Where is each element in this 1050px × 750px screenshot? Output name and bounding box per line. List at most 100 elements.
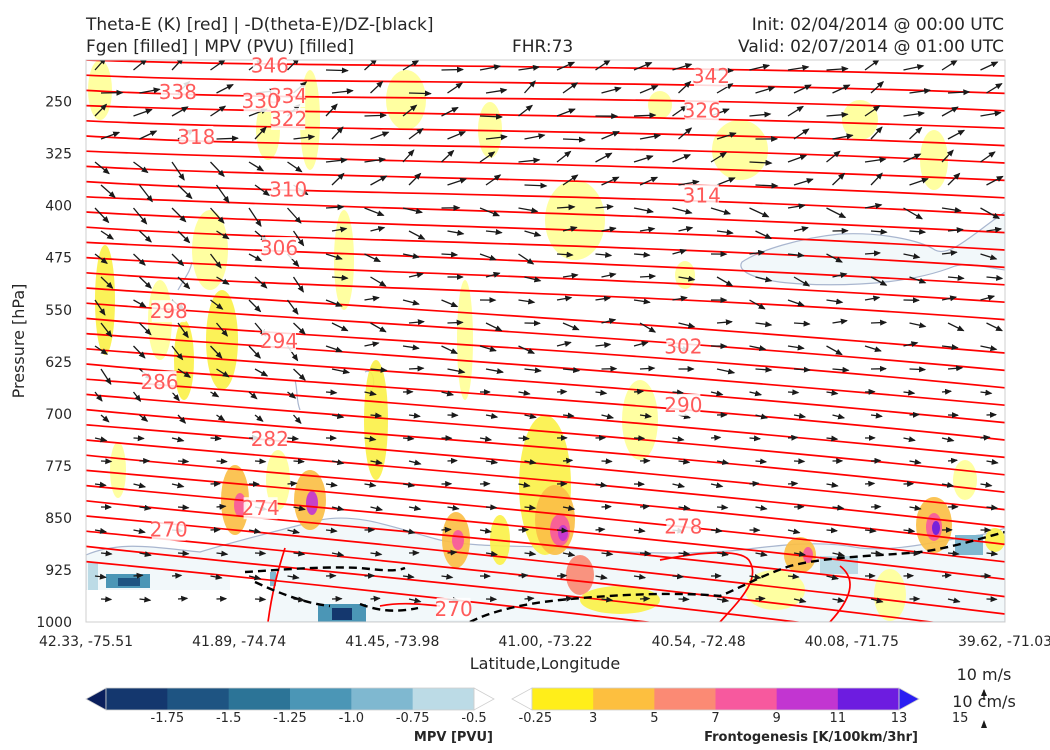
wind-vector [870,172,883,186]
wind-vector [364,390,377,397]
wind-vector [870,597,884,604]
wind-vector [479,253,497,261]
y-tick-label: 475 [45,251,72,267]
theta-e-contour [86,393,1005,476]
wind-vector [479,207,501,217]
wind-vector [210,391,220,398]
wind-vector [447,504,460,511]
wind-vector [402,149,415,163]
wind-vector [909,276,927,284]
wind-vector [633,527,646,534]
ddz-contour-4 [359,602,419,612]
wind-vector [139,130,158,140]
wind-vector [325,67,349,74]
wind-vector [370,366,388,373]
wind-vector [479,151,496,163]
wind-vector [755,504,768,511]
wind-vector [947,365,964,372]
y-tick-labels: 250 325 400 475 550 625 700 775 850 925 1000 [36,95,72,631]
fgen-cell [334,210,354,310]
wind-vector [408,459,422,466]
colorbar-label: 9 [773,711,781,726]
wind-vector [562,174,579,186]
wind-vector [293,134,316,141]
wind-vector [562,272,579,279]
wind-vector [787,252,805,258]
wind-vector [177,595,189,602]
wind-vector [601,503,612,510]
mpv-colorbar-swatches [85,687,495,711]
wind-vector [678,127,693,140]
wind-vector [171,161,185,181]
fgen-cell [648,91,672,119]
wind-vector [716,504,729,511]
wind-vector [408,597,422,604]
wind-vector [402,573,415,580]
mpv-contour-thin-1 [177,261,193,291]
wind-vector [864,105,881,117]
wind-vector [941,149,954,163]
wind-vector [832,366,850,373]
wind-vector [749,573,762,580]
wind-vector [94,481,107,488]
wind-vector [94,207,110,224]
theta-e-contour [86,241,1005,286]
wind-vector [826,435,839,442]
wind-vector [331,413,345,419]
y-tick-label: 625 [45,355,72,371]
wind-vector [331,88,354,95]
wind-vector [556,204,576,211]
wind-vector [524,80,536,94]
theta-e-contour [267,547,286,622]
plot-frame [85,59,1006,623]
wind-vector [441,66,464,73]
wind-vector [441,345,459,354]
wind-vector [133,435,145,442]
theta-e-label-bg [179,126,214,149]
colorbar-label: 11 [830,711,847,726]
wind-vector [216,230,230,240]
mpv-colorbar-title: MPV [PVU] [414,730,493,745]
y-tick-label: 700 [45,407,72,423]
wind-vector [864,345,882,353]
y-tick-label: 250 [45,95,72,111]
wind-vector [601,86,622,94]
mpv-cell-1 [88,563,98,591]
theta-e-contour [379,602,441,607]
wind-vector [556,150,572,163]
wind-vector [479,527,493,534]
theta-e-label: 306 [260,236,298,260]
wind-vector [524,550,537,557]
wind-vector [485,368,504,375]
colorbar-swatch [654,688,716,710]
wind-vector [562,505,576,511]
wind-vector [524,504,537,511]
wind-vector [755,182,779,189]
wind-vector [826,389,839,396]
fgen-colorbar: 3 5 7 9 11 13 15 Frontogenesis [K/100km/3hr] [511,687,968,745]
wind-vector [633,388,645,395]
colorbar-outline [531,687,900,711]
wind-vector [177,550,190,557]
wind-vector [986,83,1003,94]
wind-vector [672,154,692,163]
wind-vector [447,229,465,236]
wind-vector [639,273,657,280]
wind-vector [832,597,845,603]
wind-vector [980,61,999,71]
wind-vector [826,207,847,219]
wind-vector [601,226,617,233]
wind-vector [947,227,964,234]
wind-vector [171,345,184,361]
wind-vector [678,80,692,94]
wind-vector [485,550,498,557]
wind-vector [254,276,268,289]
wind-vector [402,344,420,351]
colorbar-label: 3 [589,711,597,726]
wind-vector [832,413,846,420]
x-tick-label: 39.62, -71.03 [958,634,1050,650]
wind-vector [441,299,459,308]
wind-vector [94,299,106,316]
wind-vector [402,481,416,488]
wind-vector [216,503,227,510]
